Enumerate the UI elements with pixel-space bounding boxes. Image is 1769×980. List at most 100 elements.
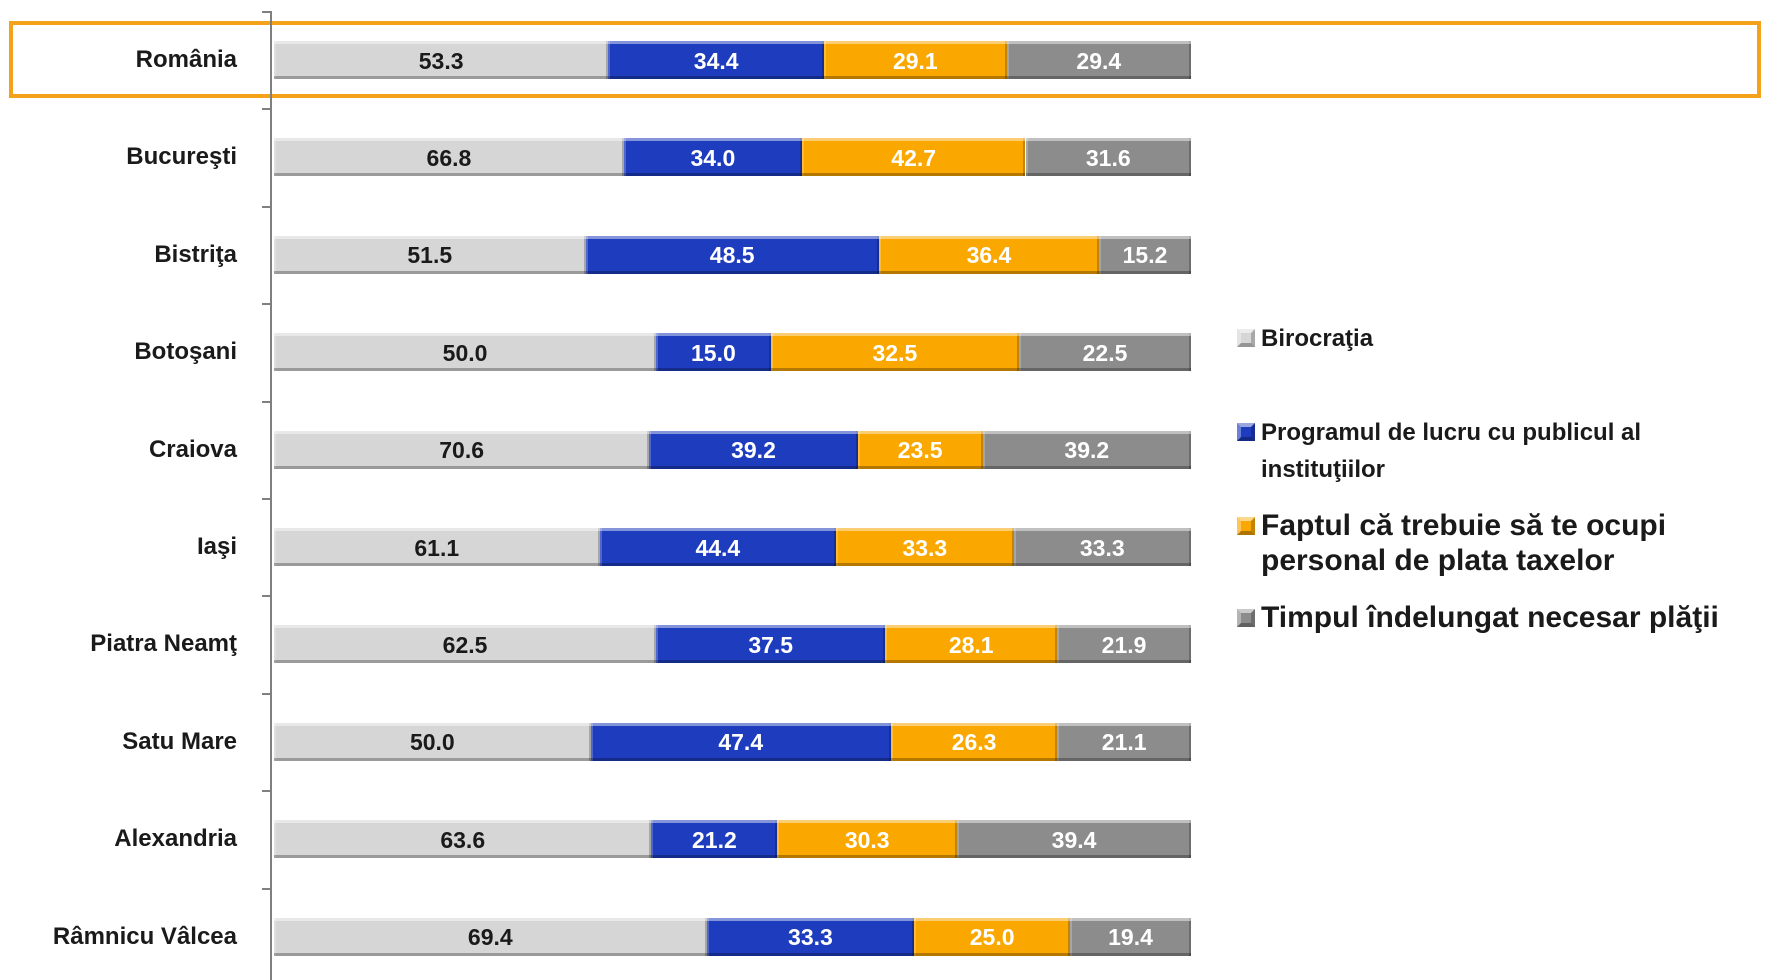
bar-row-0-series-3: 29.4 — [1006, 41, 1191, 79]
bar-row-4-series-0: 70.6 — [274, 430, 650, 469]
data-label-row-3-series-2: 32.5 — [872, 339, 918, 366]
category-label-0: România — [135, 46, 237, 73]
data-label-row-2-series-0: 51.5 — [407, 242, 453, 269]
legend-label-birocratia: Birocraţia — [1261, 325, 1374, 352]
data-label-row-4-series-1: 39.2 — [731, 437, 776, 464]
bar-row-9-series-2: 25.0 — [914, 917, 1071, 956]
data-label-row-8-series-3: 39.4 — [1051, 826, 1097, 853]
bar-row-5-series-3: 33.3 — [1013, 528, 1191, 566]
data-label-row-5-series-2: 33.3 — [902, 534, 948, 561]
legend: Birocraţia Programul de lucru cu publicu… — [1237, 300, 1757, 640]
data-label-row-5-series-1: 44.4 — [695, 534, 741, 561]
data-label-row-6-series-3: 21.9 — [1101, 631, 1147, 658]
legend-marker-timpul — [1237, 609, 1255, 627]
axis-tick-3 — [262, 303, 271, 306]
data-label-row-0-series-2: 29.1 — [892, 47, 938, 74]
legend-marker-faptul — [1237, 517, 1255, 535]
highlight-box — [9, 21, 1761, 98]
bar-row-9-series-3: 19.4 — [1070, 917, 1191, 956]
axis-tick-9 — [262, 887, 271, 890]
bar-row-0-series-0: 53.3 — [274, 41, 609, 79]
axis-tick-8 — [262, 790, 271, 793]
data-label-row-7-series-2: 26.3 — [951, 729, 997, 756]
category-label-1: Bucureşti — [126, 143, 237, 171]
data-label-row-6-series-1: 37.5 — [748, 631, 794, 658]
axis-tick-1 — [262, 108, 271, 111]
bar-row-8-series-1: 21.2 — [651, 820, 778, 859]
axis-tick-7 — [262, 692, 271, 695]
data-label-row-1-series-1: 34.0 — [690, 144, 736, 171]
bar-row-4-series-1: 39.2 — [649, 430, 858, 469]
bar-row-0-series-1: 34.4 — [608, 41, 825, 79]
bar-row-2-series-0: 51.5 — [274, 235, 586, 274]
bar-row-1-series-1: 34.0 — [623, 138, 802, 177]
data-label-row-2-series-1: 48.5 — [709, 242, 755, 269]
bar-row-4-series-3: 39.2 — [982, 430, 1191, 469]
category-label-9: Râmnicu Vâlcea — [52, 922, 237, 950]
data-label-row-6-series-2: 28.1 — [948, 631, 994, 658]
bar-row-1-series-0: 66.8 — [274, 138, 624, 177]
axis-tick-2 — [262, 205, 271, 208]
bar-row-7-series-1: 47.4 — [590, 722, 891, 761]
axis-tick-0 — [262, 11, 271, 13]
category-label-4: Craiova — [148, 435, 237, 463]
data-label-row-2-series-3: 15.2 — [1122, 242, 1168, 269]
axis-tick-5 — [262, 498, 271, 500]
bar-row-3-series-2: 32.5 — [770, 333, 1020, 372]
data-label-row-3-series-1: 15.0 — [691, 339, 736, 366]
bar-row-5-series-2: 33.3 — [836, 528, 1014, 566]
bar-row-2-series-3: 15.2 — [1099, 235, 1191, 274]
legend-label-faptul: Faptul că trebuie să te ocupi personal d… — [1261, 509, 1667, 577]
data-label-row-8-series-1: 21.2 — [691, 826, 737, 853]
data-label-row-8-series-2: 30.3 — [844, 826, 890, 853]
category-label-6: Piatra Neamţ — [90, 630, 237, 658]
legend-marker-birocratia — [1237, 329, 1255, 347]
category-label-2: Bistriţa — [154, 240, 237, 268]
bar-row-5-series-0: 61.1 — [274, 528, 600, 566]
bar-row-2-series-2: 36.4 — [878, 235, 1100, 274]
data-label-row-7-series-3: 21.1 — [1101, 729, 1147, 756]
data-label-row-9-series-2: 25.0 — [969, 924, 1015, 951]
data-label-row-8-series-0: 63.6 — [440, 826, 486, 853]
data-label-row-5-series-0: 61.1 — [414, 534, 460, 561]
data-label-row-9-series-1: 33.3 — [788, 924, 833, 951]
bar-row-3-series-3: 22.5 — [1019, 333, 1191, 372]
bar-row-6-series-1: 37.5 — [656, 625, 886, 664]
category-label-8: Alexandria — [114, 825, 237, 853]
category-label-5: Iaşi — [196, 533, 237, 560]
bar-row-6-series-0: 62.5 — [274, 625, 657, 664]
data-label-row-2-series-2: 36.4 — [966, 242, 1012, 269]
data-label-row-1-series-0: 66.8 — [426, 144, 472, 171]
data-label-row-4-series-2: 23.5 — [897, 437, 943, 464]
data-label-row-0-series-1: 34.4 — [693, 47, 739, 74]
data-label-row-9-series-3: 19.4 — [1108, 924, 1153, 951]
axis-tick-6 — [262, 595, 271, 598]
legend-label-timpul: Timpul îndelungat necesar plăţii — [1261, 601, 1719, 634]
legend-marker-programul — [1237, 423, 1255, 441]
bar-row-5-series-1: 44.4 — [599, 528, 837, 566]
bar-row-3-series-0: 50.0 — [274, 333, 657, 372]
data-label-row-9-series-0: 69.4 — [467, 924, 513, 951]
data-label-row-0-series-0: 53.3 — [418, 47, 464, 74]
data-label-row-4-series-0: 70.6 — [439, 437, 485, 464]
bar-row-8-series-0: 63.6 — [274, 820, 652, 859]
bar-row-1-series-2: 42.7 — [801, 138, 1026, 177]
category-label-3: Botoşani — [134, 338, 237, 366]
bar-row-6-series-3: 21.9 — [1057, 625, 1191, 664]
bar-row-2-series-1: 48.5 — [585, 235, 879, 274]
data-label-row-5-series-3: 33.3 — [1079, 534, 1125, 561]
bar-row-7-series-3: 21.1 — [1057, 722, 1191, 761]
data-label-row-7-series-0: 50.0 — [409, 729, 455, 756]
bar-row-3-series-1: 15.0 — [656, 333, 771, 372]
bar-row-0-series-2: 29.1 — [824, 41, 1007, 79]
bar-row-8-series-2: 30.3 — [777, 820, 958, 859]
data-label-row-6-series-0: 62.5 — [442, 631, 488, 658]
bar-row-9-series-1: 33.3 — [706, 917, 915, 956]
data-label-row-4-series-3: 39.2 — [1064, 437, 1110, 464]
bar-row-9-series-0: 69.4 — [274, 917, 707, 956]
category-axis-line — [270, 11, 272, 980]
data-label-row-3-series-0: 50.0 — [442, 339, 488, 366]
data-label-row-7-series-1: 47.4 — [718, 729, 764, 756]
axis-tick-4 — [262, 400, 271, 403]
